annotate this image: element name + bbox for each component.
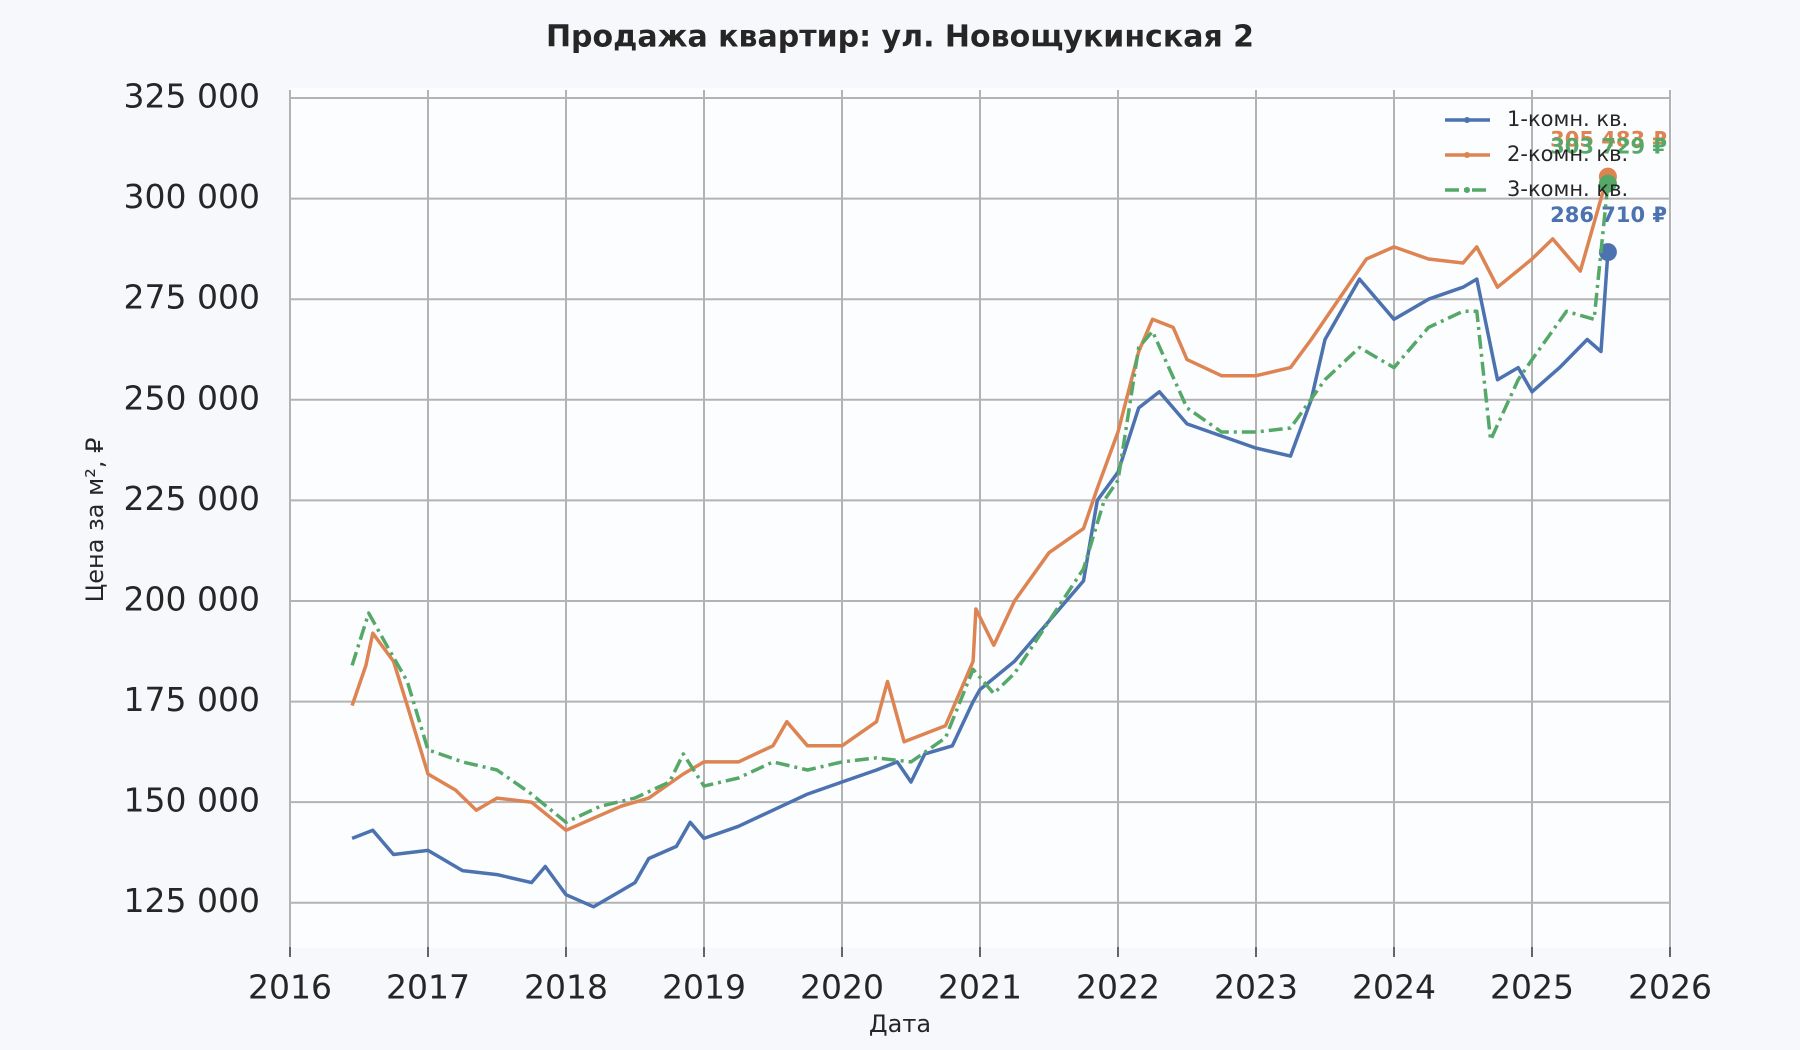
legend-label: 3-комн. кв.: [1507, 177, 1628, 201]
series-line: [350, 183, 1610, 825]
y-axis-label: Цена за м², ₽: [81, 438, 109, 603]
x-tick-label: 2020: [800, 968, 884, 1007]
y-tick-label: 200 000: [124, 579, 260, 618]
end-point: [1598, 243, 1617, 262]
x-tick-label: 2023: [1214, 968, 1298, 1007]
chart-title: Продажа квартир: ул. Новощукинская 2: [546, 20, 1254, 55]
end-label: 305 483 ₽: [1550, 128, 1667, 152]
x-tick-label: 2022: [1076, 968, 1160, 1007]
y-tick-label: 325 000: [124, 77, 260, 116]
y-tick-label: 150 000: [124, 781, 260, 820]
x-axis-label: Дата: [869, 1010, 931, 1038]
x-tick-label: 2026: [1628, 968, 1712, 1007]
y-tick-label: 175 000: [124, 680, 260, 719]
x-tick-label: 2019: [662, 968, 746, 1007]
x-tick-label: 2017: [386, 968, 470, 1007]
end-label: 303 729 ₽: [1550, 135, 1667, 159]
legend: 1-комн. кв. 2-комн. кв. 3-комн. кв.: [1445, 107, 1628, 201]
legend-label: 1-комн. кв.: [1507, 107, 1628, 131]
x-tick-label: 2016: [248, 968, 332, 1007]
end-label: 286 710 ₽: [1550, 203, 1667, 227]
x-tick-label: 2018: [524, 968, 608, 1007]
legend-marker: [1464, 152, 1470, 158]
y-tick-label: 225 000: [124, 479, 260, 518]
legend-marker: [1464, 187, 1470, 193]
y-tick-label: 125 000: [124, 881, 260, 920]
y-tick-label: 300 000: [124, 177, 260, 216]
y-tick-label: 250 000: [124, 378, 260, 417]
x-tick-label: 2021: [938, 968, 1022, 1007]
series-line: [350, 176, 1610, 833]
series-line: [351, 251, 1610, 909]
legend-label: 2-комн. кв.: [1507, 142, 1628, 166]
y-tick-label: 275 000: [124, 278, 260, 317]
x-tick-label: 2025: [1490, 968, 1574, 1007]
legend-marker: [1464, 117, 1470, 123]
end-point: [1598, 174, 1617, 193]
x-tick-label: 2024: [1352, 968, 1436, 1007]
